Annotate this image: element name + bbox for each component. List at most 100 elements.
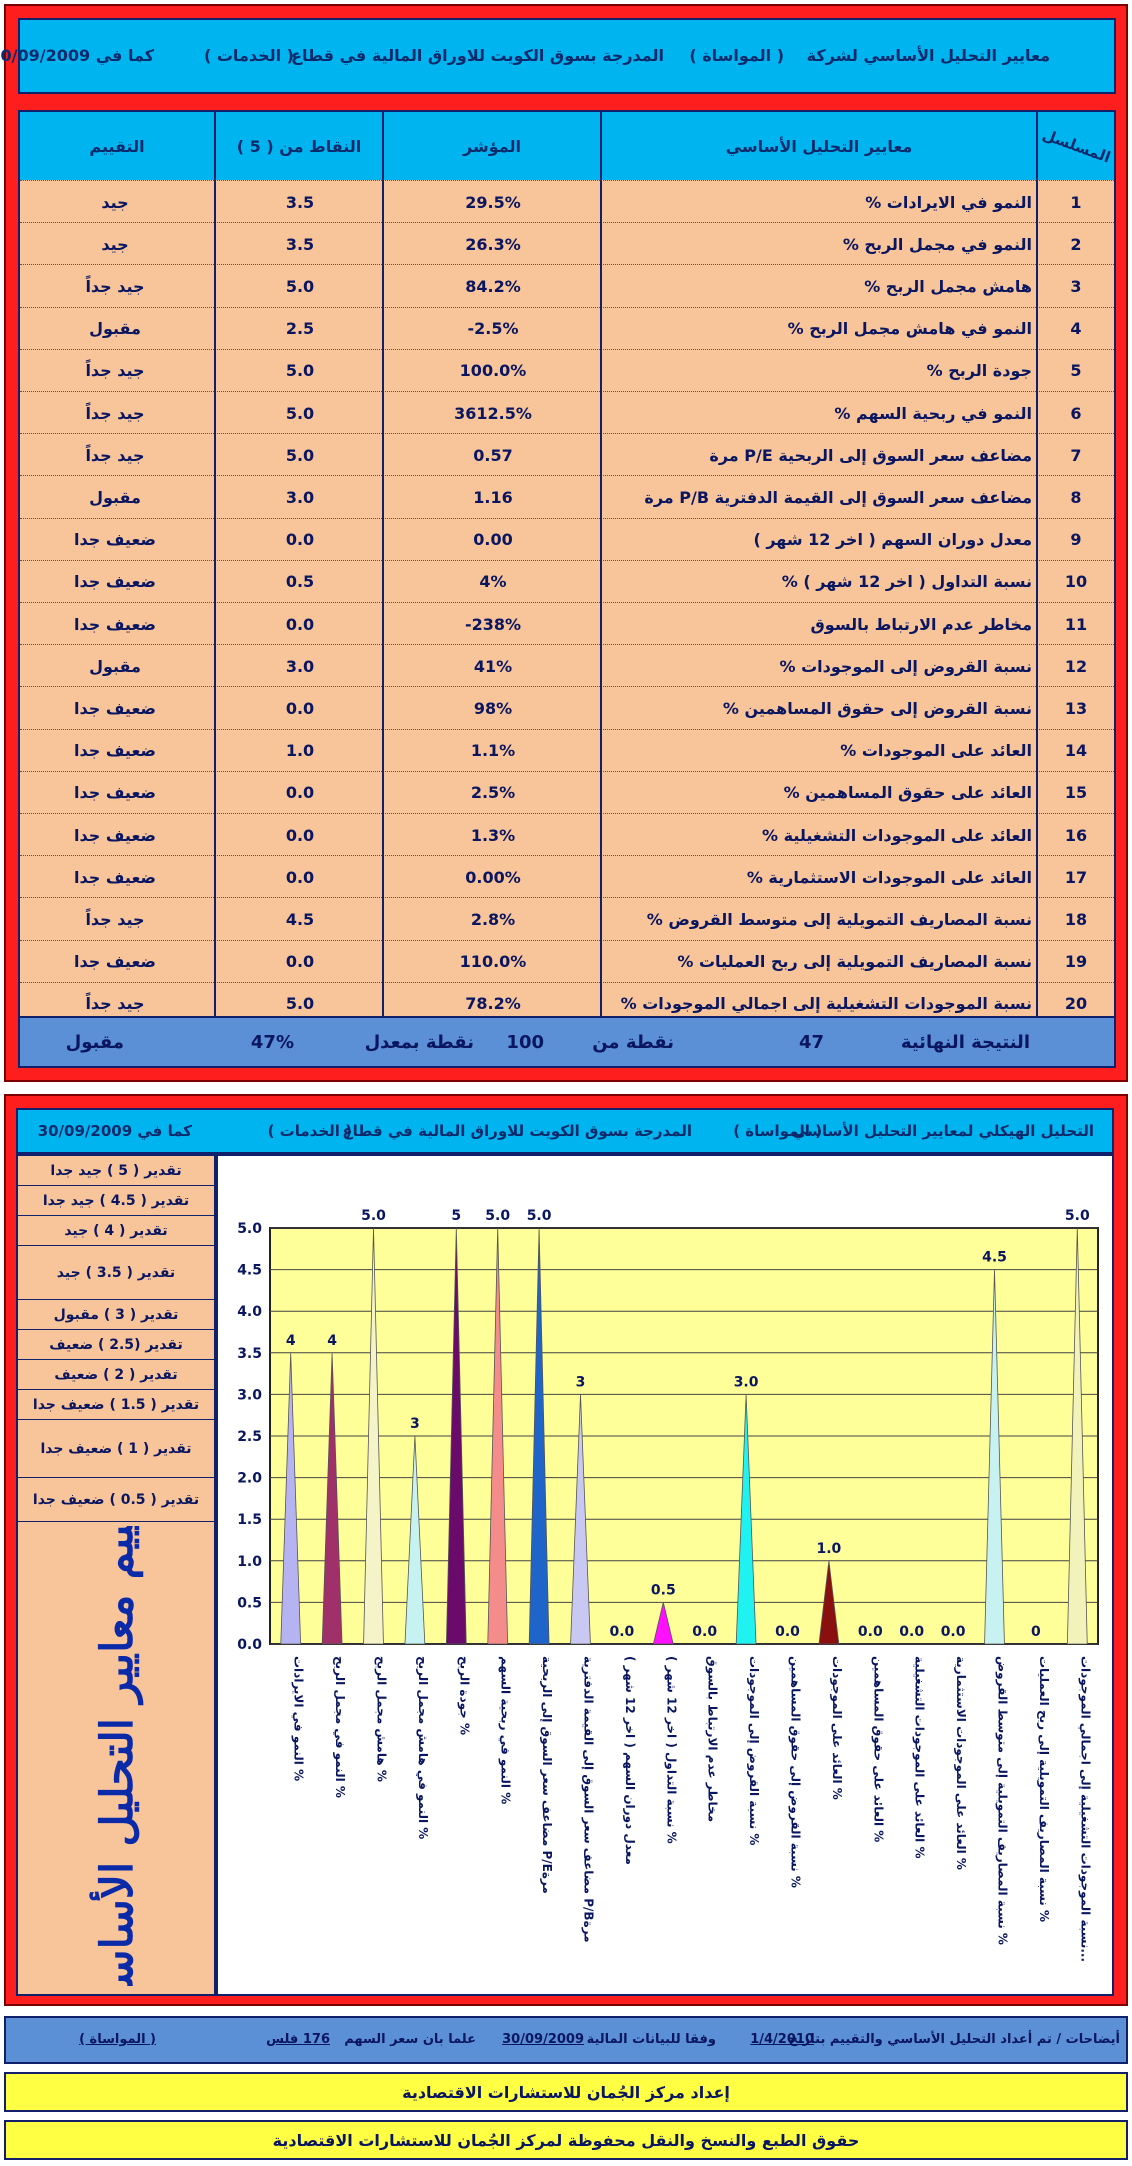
cell-points: 0.0	[285, 614, 315, 634]
cell-points: 0.0	[285, 952, 315, 972]
cell-rating: جيد	[101, 192, 129, 212]
divider	[600, 112, 602, 1016]
cell-points: 5.0	[285, 994, 315, 1014]
cell-indicator: 1.16	[473, 487, 513, 507]
bar-cone	[984, 1269, 1005, 1645]
cell-serial: 2	[1070, 234, 1082, 254]
header-company: ( المواساة )	[689, 46, 784, 65]
data-label: 5.0	[1065, 1208, 1090, 1224]
y-tick-label: 0.5	[237, 1595, 262, 1611]
header-listed: المدرجة بسوق الكويت للاوراق المالية في ق…	[291, 46, 664, 65]
table-row: 9 معدل دوران السهم ( اخر 12 شهر ) 0.00 0.0 ض…	[20, 517, 1114, 560]
category-label: النمو في الايرادات %	[291, 1656, 306, 1781]
cell-rating: جيد جداً	[85, 445, 145, 465]
data-label: 5.0	[527, 1208, 552, 1224]
cell-serial: 16	[1064, 825, 1088, 845]
footer-company: ( المواساة )	[79, 2032, 156, 2047]
divider	[1036, 112, 1038, 1016]
cell-points: 3.0	[285, 487, 315, 507]
data-label: 5.0	[485, 1208, 510, 1224]
cell-serial: 20	[1064, 994, 1088, 1014]
cell-serial: 6	[1070, 403, 1082, 423]
cell-rating: ضعيف جدا	[74, 698, 156, 718]
final-from-label: نقطة من	[592, 1032, 674, 1053]
cell-indicator: 2.5%	[470, 783, 516, 803]
cell-criteria: جودة الربح %	[926, 361, 1032, 381]
category-label: نسبة المصاريف التمويلية إلى ربح العمليات…	[1036, 1656, 1051, 1922]
bar-cone	[280, 1352, 302, 1645]
cell-serial: 9	[1070, 530, 1082, 550]
cell-indicator: 3612.5%	[454, 403, 532, 423]
chart-header-as-of: كما في 30/09/2009	[37, 1122, 192, 1140]
cell-rating: ضعيف جدا	[74, 783, 156, 803]
divider	[382, 112, 384, 1016]
cell-criteria: نسبة القروض إلى الموجودات %	[779, 656, 1032, 676]
y-tick-label: 0.0	[237, 1637, 262, 1653]
data-label: 0.5	[651, 1582, 676, 1598]
category-label: نسبة المصاريف التمويلية إلى متوسط القروض…	[995, 1656, 1010, 1945]
cell-serial: 18	[1064, 909, 1088, 929]
cell-criteria: العائد على الموجودات الاستثمارية %	[746, 867, 1032, 887]
cell-criteria: معدل دوران السهم ( اخر 12 شهر )	[753, 530, 1032, 550]
data-label: 3.0	[734, 1374, 759, 1390]
bar-cone	[528, 1227, 550, 1645]
final-rating: مقبول	[65, 1032, 124, 1053]
data-label: 0.0	[609, 1624, 634, 1640]
criteria-table: المسلسل معايير التحليل الأساسي المؤشر ال…	[18, 110, 1116, 1068]
cell-rating: مقبول	[89, 487, 141, 507]
cell-criteria: نسبة القروض إلى حقوق المساهمين %	[722, 698, 1032, 718]
table-row: 15 العائد على حقوق المساهمين % 2.5% 0.0 ضعيف…	[20, 770, 1114, 813]
cell-serial: 13	[1064, 698, 1088, 718]
y-tick-label: 4.5	[237, 1263, 262, 1279]
cell-rating: ضعيف جدا	[74, 952, 156, 972]
footer-price-label: علما بان سعر السهم	[344, 2032, 476, 2047]
cell-rating: ضعيف جدا	[74, 572, 156, 592]
cell-serial: 3	[1070, 276, 1082, 296]
table-row: 4 النمو في هامش مجمل الربح % -2.5% 2.5 مقبول	[20, 306, 1114, 349]
table-row: 5 جودة الربح % 100.0% 5.0 جيد جداً	[20, 348, 1114, 391]
cell-indicator: 29.5%	[465, 192, 521, 212]
cell-serial: 17	[1064, 867, 1088, 887]
final-rate-label: نقطة بمعدل	[364, 1032, 474, 1053]
data-label: 4	[286, 1333, 296, 1349]
cell-criteria: مضاعف سعر السوق إلى الربحية P/E مرة	[709, 445, 1032, 465]
final-percent: 47%	[250, 1032, 294, 1053]
category-label: العائد على الموجودات %	[829, 1656, 844, 1800]
big-title-text: تقييم معايير التحليل الأساسي	[89, 1526, 144, 1986]
legend-item: تقدير ( 5 ) جيد جدا	[18, 1156, 214, 1186]
y-tick-label: 1.0	[237, 1554, 262, 1570]
cell-serial: 15	[1064, 783, 1088, 803]
cell-rating: ضعيف جدا	[74, 867, 156, 887]
data-label: 0	[1031, 1624, 1041, 1640]
cell-serial: 5	[1070, 361, 1082, 381]
data-label: 3	[576, 1374, 586, 1390]
legend-item: تقدير ( 0.5 ) ضعيف جدا	[18, 1478, 214, 1522]
cell-points: 5.0	[285, 403, 315, 423]
category-label: نسبة التداول ( اخر 12 شهر ) %	[663, 1656, 678, 1844]
cell-criteria: النمو في ربحية السهم %	[834, 403, 1032, 423]
data-label: 0.0	[941, 1624, 966, 1640]
cell-points: 3.5	[285, 192, 315, 212]
cell-points: 0.0	[285, 530, 315, 550]
category-label: نسبة القروض إلى حقوق المساهمين %	[788, 1656, 803, 1888]
bar-cone	[404, 1435, 426, 1645]
cell-rating: جيد جداً	[85, 403, 145, 423]
cell-points: 5.0	[285, 276, 315, 296]
col-header-indicator: المؤشر	[384, 112, 602, 180]
cell-points: 0.0	[285, 867, 315, 887]
footer-price: 176 فلس	[266, 2032, 330, 2047]
cell-rating: مقبول	[89, 656, 141, 676]
header-sector: ( الخدمات )	[203, 46, 294, 65]
table-row: 14 العائد على الموجودات % 1.1% 1.0 ضعيف جدا	[20, 728, 1114, 771]
category-label: العائد على الموجودات الاستثمارية %	[953, 1656, 968, 1870]
cell-criteria: هامش مجمل الربح %	[864, 276, 1032, 296]
data-label: 4.5	[982, 1250, 1007, 1266]
category-label: هامش مجمل الربح %	[375, 1656, 389, 1782]
table-row: 6 النمو في ربحية السهم % 3612.5% 5.0 جيد جدا…	[20, 391, 1114, 433]
table-row: 8 مضاعف سعر السوق إلى القيمة الدفترية P/B…	[20, 475, 1114, 517]
cell-serial: 19	[1064, 952, 1088, 972]
col-header-serial: المسلسل	[1038, 112, 1114, 180]
bar-cone	[570, 1394, 591, 1645]
report-header: معايير التحليل الأساسي لشركة ( المواساة …	[0, 18, 1116, 94]
table-row: 2 النمو في مجمل الربح % 26.3% 3.5 جيد	[20, 222, 1114, 264]
